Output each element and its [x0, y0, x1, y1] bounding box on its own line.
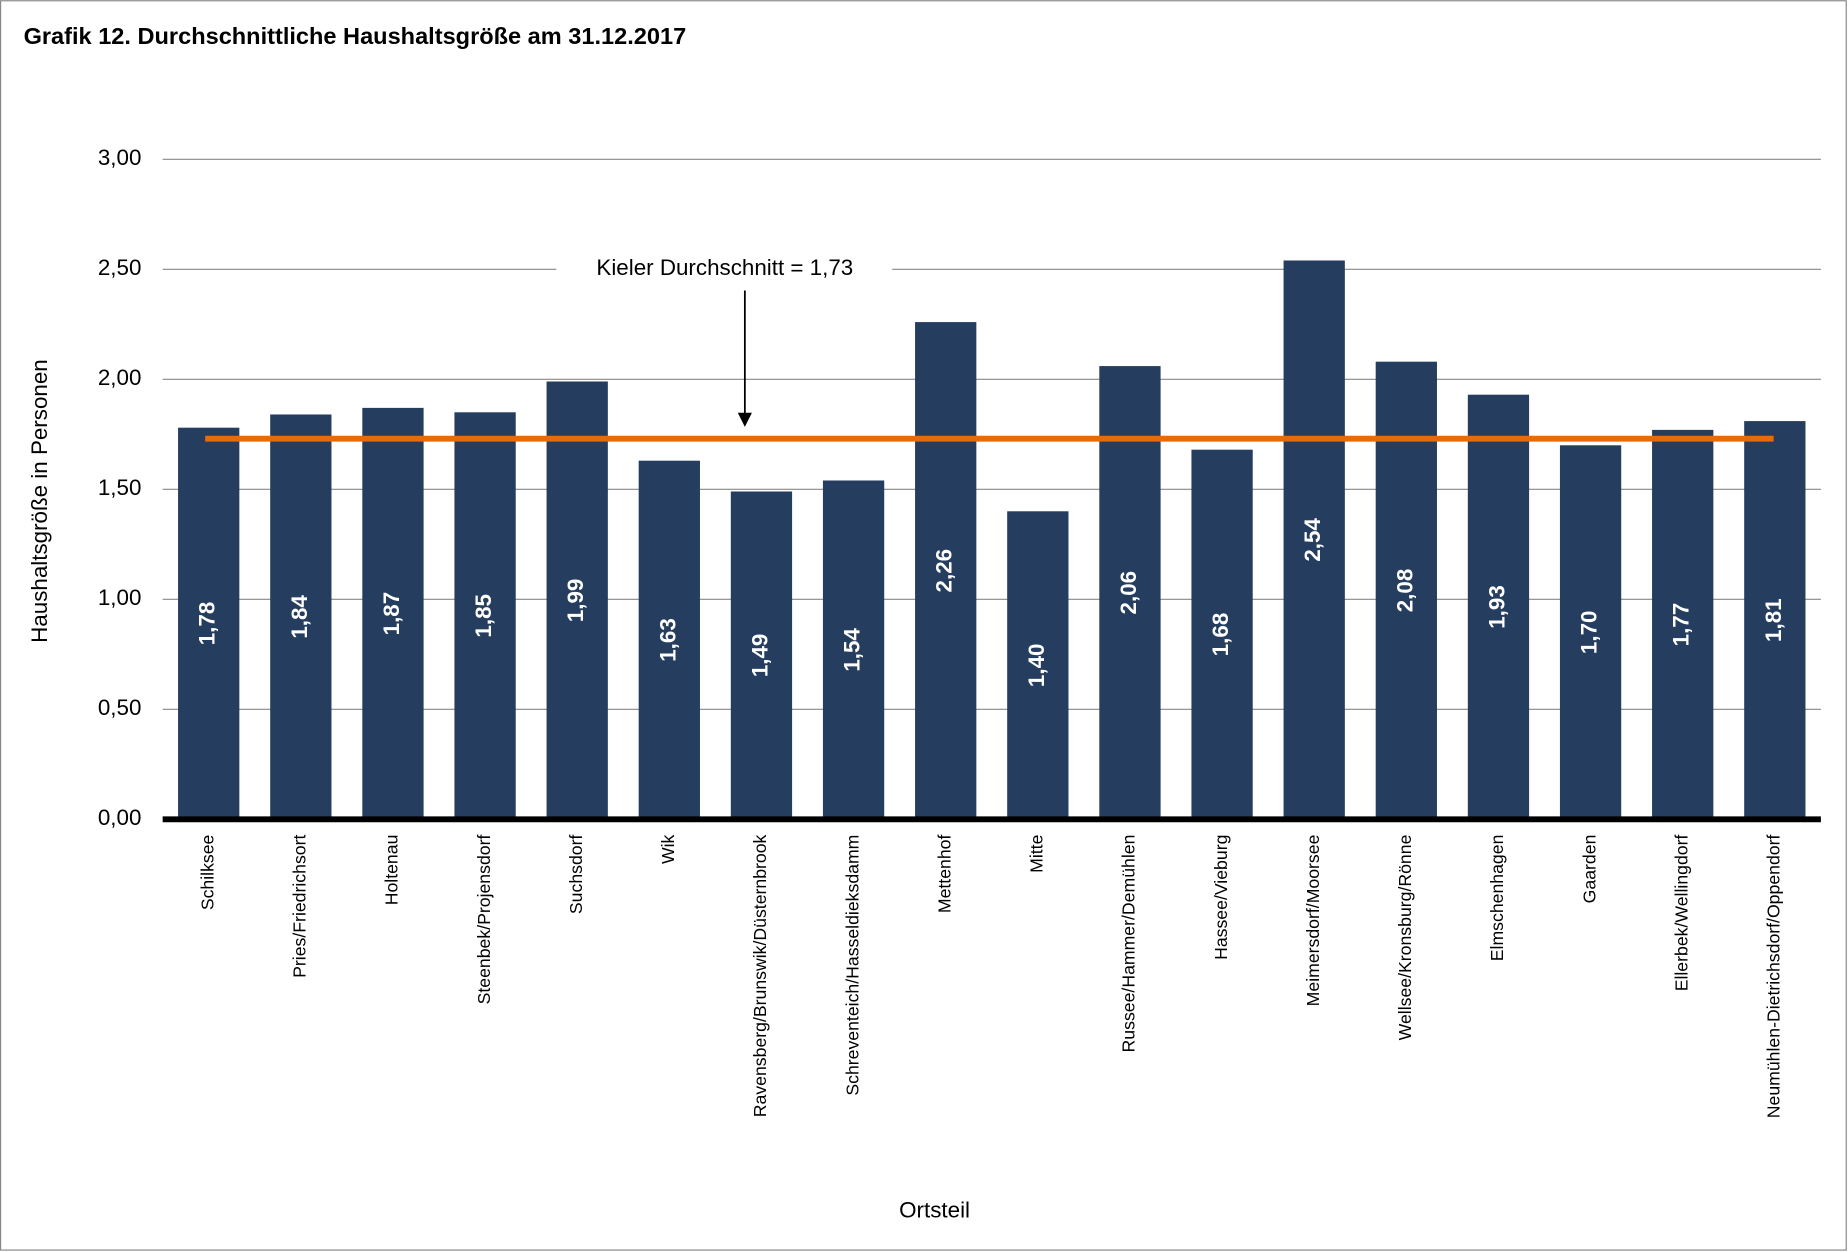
x-tick-label: Ellerbek/Wellingdorf	[1671, 835, 1691, 992]
bar	[178, 427, 240, 820]
x-tick-label: Wellsee/Kronsburg/Rönne	[1395, 834, 1415, 1040]
x-tick-label: Elmschenhagen	[1487, 835, 1507, 962]
value-label: 1,87	[379, 592, 404, 636]
x-tick-label: Neumühlen-Dietrichsdorf/Oppendorf	[1764, 835, 1784, 1119]
value-label: 1,70	[1577, 611, 1602, 655]
value-label: 2,26	[932, 549, 957, 593]
y-tick-label: 0,50	[98, 695, 142, 720]
annotation-background	[556, 252, 893, 286]
value-label: 1,85	[471, 594, 496, 638]
value-label: 1,77	[1669, 603, 1694, 647]
x-tick-label: Mitte	[1027, 834, 1047, 872]
x-tick-label: Gaarden	[1579, 835, 1599, 904]
x-tick-label: Mettenhof	[934, 835, 954, 914]
x-axis-label: Ortsteil	[899, 1198, 970, 1223]
y-tick-label: 2,00	[98, 365, 142, 390]
x-tick-label: Suchsdorf	[566, 835, 586, 915]
x-tick-label: Hassee/Vieburg	[1211, 835, 1231, 960]
bar	[1007, 511, 1069, 820]
bar	[1191, 449, 1253, 820]
annotation: Kieler Durchschnitt = 1,73	[596, 255, 853, 280]
bar	[915, 322, 977, 820]
y-tick-label: 1,00	[98, 585, 142, 610]
bar	[1652, 429, 1714, 820]
value-label: 1,93	[1484, 585, 1509, 629]
value-label: 1,84	[287, 595, 312, 639]
bar	[546, 381, 608, 820]
bar	[1467, 394, 1530, 820]
x-tick-label: Ravensberg/Brunswik/Düsternbrook	[750, 834, 770, 1117]
x-tick-label: Schreventeich/Hasseldieksdamm	[842, 835, 862, 1096]
bar	[1283, 260, 1345, 820]
bar	[454, 412, 516, 820]
value-label: 1,40	[1024, 644, 1049, 688]
value-label: 2,08	[1392, 569, 1417, 613]
y-tick-label: 3,00	[98, 145, 142, 170]
y-axis-label: Haushaltsgröße in Personen	[27, 359, 52, 643]
bar	[362, 407, 424, 820]
x-tick-label: Steenbek/Projensdorf	[474, 835, 494, 1005]
bar	[1744, 421, 1806, 820]
y-tick-label: 2,50	[98, 255, 142, 280]
bar	[730, 491, 793, 820]
x-tick-label: Russee/Hammer/Demühlen	[1119, 835, 1139, 1053]
value-label: 1,78	[195, 602, 220, 646]
x-tick-label: Wik	[658, 834, 678, 864]
y-tick-label: 0,00	[98, 805, 142, 830]
value-label: 1,68	[1208, 613, 1233, 657]
y-tick-label: 1,50	[98, 475, 142, 500]
bar	[270, 414, 332, 820]
value-label: 1,99	[563, 579, 588, 623]
x-tick-label: Pries/Friedrichsort	[290, 835, 310, 978]
value-label: 1,81	[1761, 598, 1786, 642]
value-label: 1,54	[840, 628, 865, 672]
value-label: 1,49	[747, 634, 772, 678]
annotation-arrowhead	[737, 412, 752, 427]
x-tick-label: Holtenau	[382, 835, 402, 906]
value-label: 2,54	[1300, 518, 1325, 562]
value-label: 2,06	[1116, 571, 1141, 615]
bar	[638, 460, 700, 820]
x-tick-label: Schilksee	[197, 834, 217, 910]
chart-title: Grafik 12. Durchschnittliche Haushaltsgr…	[24, 23, 687, 49]
x-tick-label: Meimersdorf/Moorsee	[1303, 834, 1323, 1006]
value-label: 1,63	[655, 618, 680, 662]
bar	[822, 480, 885, 820]
bar	[1559, 445, 1622, 820]
